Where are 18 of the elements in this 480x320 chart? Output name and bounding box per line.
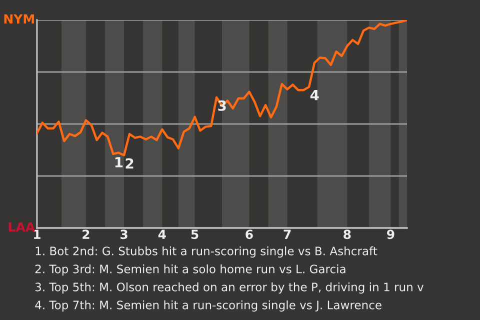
annotation: 2 [126,158,134,169]
text: 2. Top 3rd: M. Semien hit a solo home run vs L. Garcia [35,264,346,276]
x-tick-label: 4 [158,230,166,239]
text: LAA [8,222,36,232]
text: 4. Top 7th: M. Semien hit a run-scoring single vs J. Lawrence [35,300,382,312]
x-tick-label: 2 [82,230,90,239]
x-tick-label: 6 [246,230,253,240]
x-tick-label: 7 [284,230,291,239]
text: 1. Bot 2nd: G. Stubbs hit a run-scoring single vs B. Ashcraft [36,246,378,258]
text: NYM [4,14,34,24]
annotation: 4 [310,90,319,100]
x-tick-label: 5 [191,230,198,240]
x-tick-label: 9 [387,230,394,240]
x-tick-label: 1 [34,230,40,239]
x-tick-label: 3 [120,230,128,240]
x-tick-label: 8 [344,230,351,240]
text: 3. Top 5th: M. Olson reached on an error by the P, driving in 1 run v [35,282,424,294]
annotation: 1 [115,157,123,168]
